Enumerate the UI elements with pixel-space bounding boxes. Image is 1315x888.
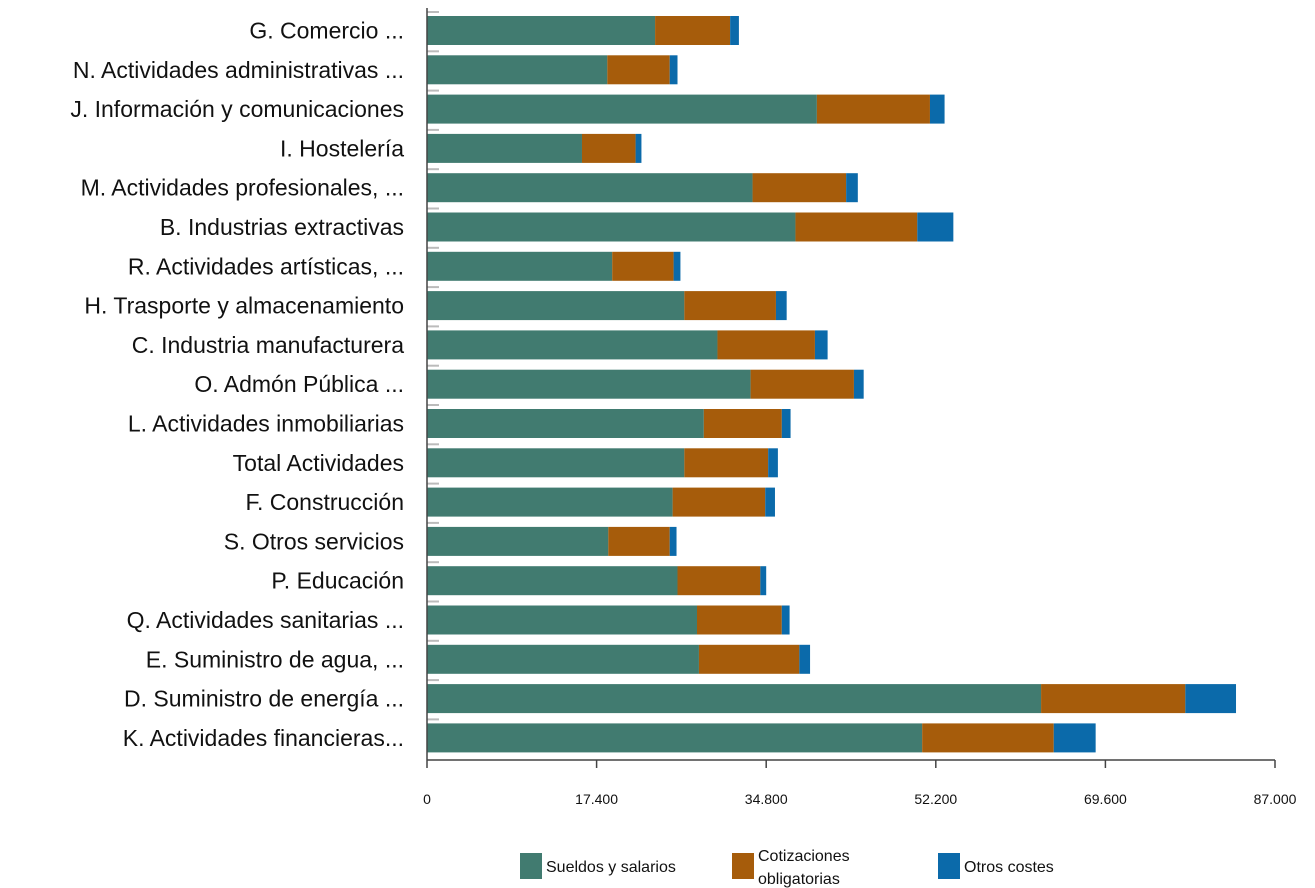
category-label: R. Actividades artísticas, ... <box>128 253 404 279</box>
bar-segment <box>799 644 811 674</box>
bar-segment <box>427 409 704 438</box>
legend-label: Cotizaciones <box>758 848 850 865</box>
x-tick-label: 52.200 <box>914 791 957 807</box>
bar-segment <box>846 173 858 203</box>
bar-segment <box>1185 684 1237 714</box>
bar-segment <box>814 330 828 360</box>
bar-segment <box>768 448 778 478</box>
category-label: I. Hostelería <box>280 135 404 161</box>
bar-segment <box>427 291 685 321</box>
bar-segment <box>427 369 751 399</box>
bar-segment <box>696 605 782 635</box>
x-axis: 0 17.400 34.800 52.200 69.600 87.000 <box>423 8 1297 807</box>
bar-segment <box>427 526 609 556</box>
bar-segment <box>795 212 918 242</box>
bar-segment <box>672 487 766 517</box>
category-label: F. Construcción <box>245 489 404 515</box>
legend-label: obligatorias <box>758 871 840 888</box>
category-labels: G. Comercio ... N. Actividades administra… <box>70 18 404 751</box>
bar-segment <box>669 55 678 85</box>
bar-segment <box>717 330 815 360</box>
bar-segment <box>917 212 954 242</box>
bar-segment <box>427 173 753 203</box>
bar-segment <box>607 55 670 85</box>
category-label: E. Suministro de agua, ... <box>146 646 404 672</box>
bar-segment <box>427 448 685 478</box>
bar-segment <box>929 94 945 124</box>
bar-segment <box>612 251 674 281</box>
legend-swatch <box>938 853 960 879</box>
bar-segment <box>673 251 681 281</box>
category-label: J. Información y comunicaciones <box>70 96 404 122</box>
legend-swatch <box>520 853 542 879</box>
bar-segment <box>427 94 817 124</box>
bar-segment <box>684 291 776 321</box>
x-tick-label: 69.600 <box>1084 791 1127 807</box>
bar-segment <box>684 448 769 478</box>
bar-segment <box>427 16 656 45</box>
bar-segment <box>730 16 739 45</box>
bar-segment <box>669 526 677 556</box>
bar-segment <box>635 133 642 163</box>
category-label: P. Educación <box>271 568 404 594</box>
bar-segment <box>698 644 800 674</box>
category-label: M. Actividades profesionales, ... <box>81 175 404 201</box>
bar-segment <box>427 55 608 85</box>
category-label: O. Admón Pública ... <box>194 371 404 397</box>
category-label: Q. Actividades sanitarias ... <box>127 607 404 633</box>
x-tick-label: 34.800 <box>745 791 788 807</box>
bar-segment <box>775 291 787 321</box>
legend-label: Sueldos y salarios <box>546 859 676 876</box>
bar-segment <box>677 566 761 596</box>
category-label: L. Actividades inmobiliarias <box>128 411 404 437</box>
bar-segment <box>427 605 697 635</box>
bar-segment <box>427 212 796 242</box>
bar-segment <box>427 566 678 596</box>
category-label: S. Otros servicios <box>224 528 404 554</box>
bar-segment <box>765 487 775 517</box>
legend-label: Otros costes <box>964 859 1054 876</box>
bar-segment <box>608 526 670 556</box>
bar-segment <box>760 566 767 596</box>
bar-segment <box>655 16 731 45</box>
category-label: K. Actividades financieras... <box>123 725 404 751</box>
bar-segment <box>922 723 1054 753</box>
category-label: N. Actividades administrativas ... <box>73 57 404 83</box>
bar-segment <box>427 133 582 163</box>
x-tick-label: 17.400 <box>575 791 618 807</box>
bar-segment <box>752 173 847 203</box>
bar-segment <box>781 605 790 635</box>
bar-segment <box>427 330 718 360</box>
category-label: G. Comercio ... <box>249 18 404 44</box>
legend: Sueldos y salarios Cotizaciones obligatori… <box>520 848 1054 888</box>
bar-segment <box>427 487 673 517</box>
bar-segment <box>750 369 854 399</box>
category-label: B. Industrias extractivas <box>160 214 404 240</box>
category-label: Total Actividades <box>233 450 404 476</box>
bar-segment <box>427 644 699 674</box>
bar-segment <box>816 94 930 124</box>
bar-segment <box>781 409 791 438</box>
bar-segment <box>427 684 1042 714</box>
bar-segment <box>1041 684 1186 714</box>
bar-segment <box>853 369 864 399</box>
category-label: C. Industria manufacturera <box>132 332 405 358</box>
bar-segment <box>581 133 636 163</box>
x-tick-label: 87.000 <box>1254 791 1297 807</box>
legend-swatch <box>732 853 754 879</box>
bar-segment <box>427 723 923 753</box>
category-label: D. Suministro de energía ... <box>124 686 404 712</box>
bars <box>427 11 1237 753</box>
bar-segment <box>1053 723 1096 753</box>
bar-segment <box>703 409 782 438</box>
category-label: H. Trasporte y almacenamiento <box>84 293 404 319</box>
bar-segment <box>427 251 613 281</box>
x-tick-label: 0 <box>423 791 431 807</box>
